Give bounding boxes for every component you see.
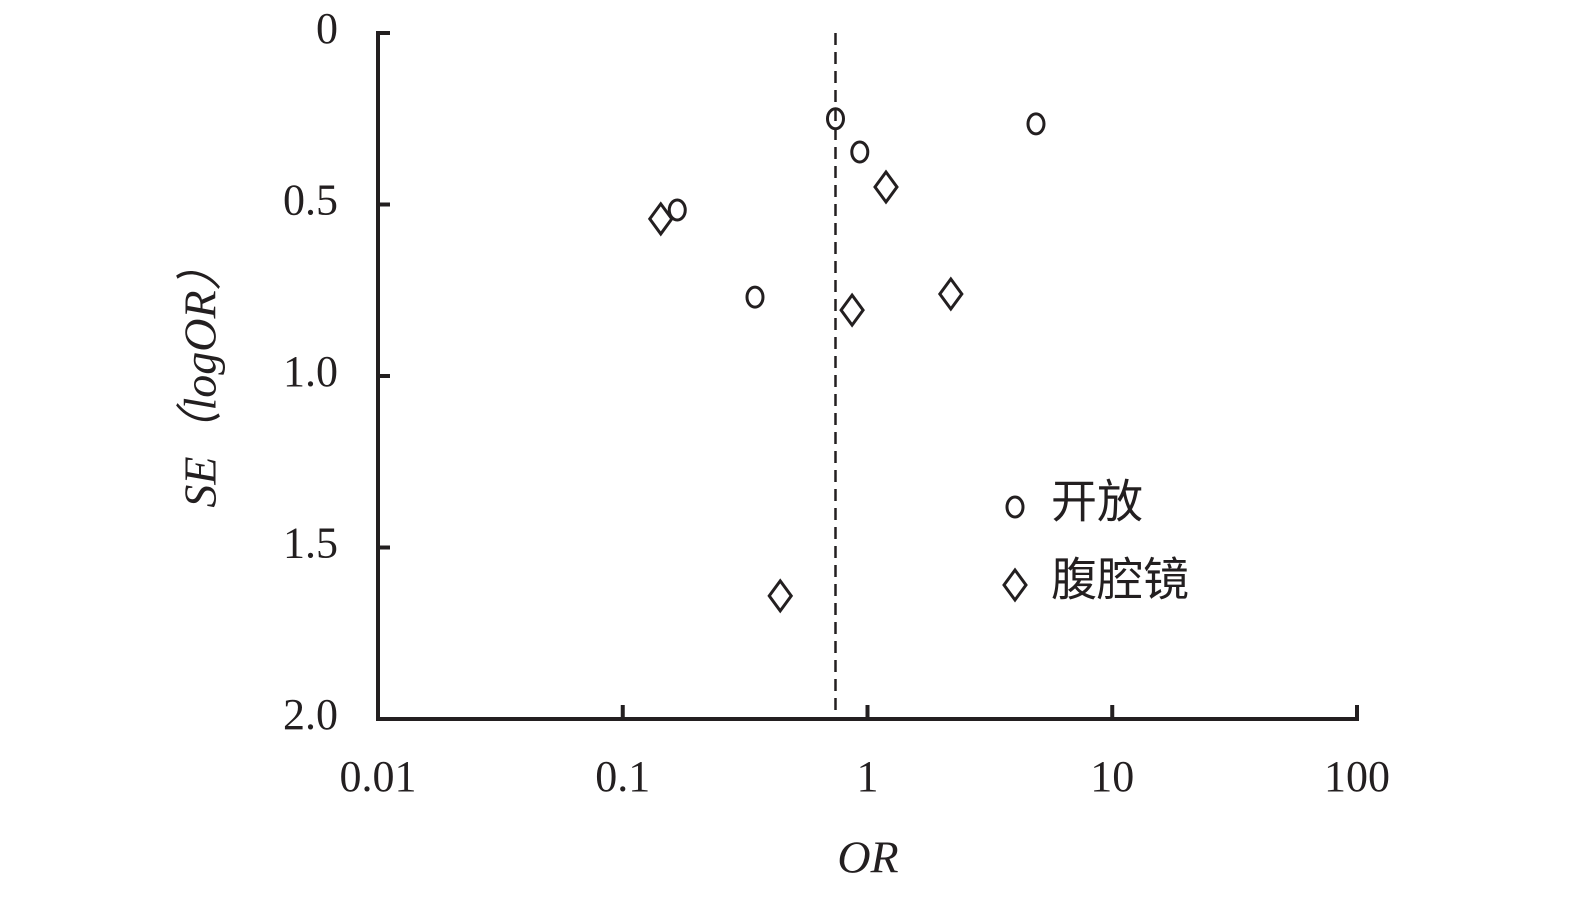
diamond-marker xyxy=(873,169,899,205)
legend-marker xyxy=(1005,495,1025,519)
y-tick-label: 0 xyxy=(316,4,338,53)
diamond-marker xyxy=(937,276,964,312)
y-axis-title: SE（logOR） xyxy=(175,244,226,507)
x-tick-label: 0.1 xyxy=(595,752,650,801)
legend-marker xyxy=(1002,567,1028,603)
circle-marker xyxy=(825,107,845,131)
y-tick-label: 1.5 xyxy=(283,519,338,568)
diamond-marker xyxy=(647,201,674,237)
circle-marker xyxy=(745,285,765,309)
x-tick-label: 100 xyxy=(1324,752,1390,801)
x-tick-label: 1 xyxy=(857,752,879,801)
circle-marker xyxy=(850,140,870,164)
circle-marker xyxy=(1026,112,1046,136)
y-tick-label: 1.0 xyxy=(283,347,338,396)
x-tick-label: 10 xyxy=(1090,752,1134,801)
circle-marker xyxy=(667,198,687,222)
legend-label: 开放 xyxy=(1051,477,1143,528)
x-tick-label: 0.01 xyxy=(340,752,417,801)
y-tick-label: 0.5 xyxy=(283,176,338,225)
diamond-marker xyxy=(839,292,865,328)
y-tick-label: 2.0 xyxy=(283,690,338,739)
diamond-marker xyxy=(767,578,794,614)
legend-label: 腹腔镜 xyxy=(1051,555,1189,606)
x-axis-title: OR xyxy=(837,832,898,883)
